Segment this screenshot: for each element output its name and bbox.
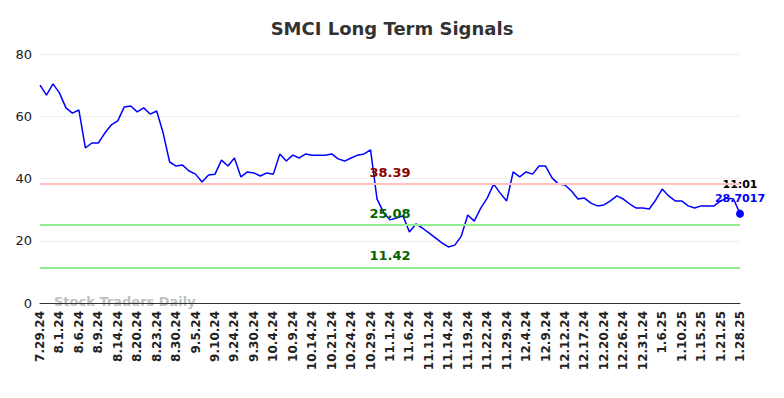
svg-text:10.4.24: 10.4.24 bbox=[266, 311, 280, 362]
svg-text:7.29.24: 7.29.24 bbox=[33, 311, 47, 362]
svg-text:12.26.24: 12.26.24 bbox=[616, 311, 630, 370]
svg-text:8.30.24: 8.30.24 bbox=[169, 311, 183, 362]
svg-text:9.30.24: 9.30.24 bbox=[247, 311, 261, 362]
svg-text:1.10.25: 1.10.25 bbox=[675, 311, 689, 362]
svg-text:8.6.24: 8.6.24 bbox=[72, 311, 86, 354]
svg-text:1.21.25: 1.21.25 bbox=[714, 311, 728, 362]
svg-text:8.23.24: 8.23.24 bbox=[150, 311, 164, 362]
svg-text:60: 60 bbox=[15, 109, 32, 124]
svg-text:11:01: 11:01 bbox=[722, 178, 758, 192]
svg-text:11.6.24: 11.6.24 bbox=[402, 311, 416, 362]
svg-text:8.14.24: 8.14.24 bbox=[111, 311, 125, 362]
svg-text:10.9.24: 10.9.24 bbox=[286, 311, 300, 362]
svg-text:8.20.24: 8.20.24 bbox=[130, 311, 144, 362]
svg-text:28.7017: 28.7017 bbox=[715, 192, 765, 205]
svg-text:10.21.24: 10.21.24 bbox=[325, 311, 339, 370]
svg-text:11.1.24: 11.1.24 bbox=[383, 311, 397, 362]
svg-text:25.08: 25.08 bbox=[369, 206, 410, 221]
svg-text:11.11.24: 11.11.24 bbox=[422, 311, 436, 370]
svg-text:11.14.24: 11.14.24 bbox=[441, 311, 455, 370]
svg-text:11.42: 11.42 bbox=[369, 248, 410, 263]
svg-text:12.9.24: 12.9.24 bbox=[539, 311, 553, 362]
svg-text:11.19.24: 11.19.24 bbox=[461, 311, 475, 370]
svg-text:80: 80 bbox=[15, 47, 32, 62]
svg-text:11.22.24: 11.22.24 bbox=[480, 311, 494, 370]
svg-text:10.29.24: 10.29.24 bbox=[364, 311, 378, 370]
svg-text:1.15.25: 1.15.25 bbox=[694, 311, 708, 362]
svg-text:12.31.24: 12.31.24 bbox=[636, 311, 650, 370]
svg-text:12.4.24: 12.4.24 bbox=[519, 311, 533, 362]
svg-text:38.39: 38.39 bbox=[369, 165, 410, 180]
svg-text:12.12.24: 12.12.24 bbox=[558, 311, 572, 370]
svg-text:40: 40 bbox=[15, 171, 32, 186]
svg-text:9.24.24: 9.24.24 bbox=[227, 311, 241, 362]
svg-text:1.28.25: 1.28.25 bbox=[733, 311, 747, 362]
svg-text:11.29.24: 11.29.24 bbox=[500, 311, 514, 370]
svg-text:1.6.25: 1.6.25 bbox=[655, 311, 669, 354]
svg-text:9.5.24: 9.5.24 bbox=[189, 311, 203, 354]
svg-text:SMCI Long Term Signals: SMCI Long Term Signals bbox=[271, 18, 514, 39]
svg-text:12.20.24: 12.20.24 bbox=[597, 311, 611, 370]
svg-text:Stock Traders Daily: Stock Traders Daily bbox=[54, 294, 196, 309]
svg-text:9.10.24: 9.10.24 bbox=[208, 311, 222, 362]
svg-text:10.24.24: 10.24.24 bbox=[344, 311, 358, 370]
svg-text:12.17.24: 12.17.24 bbox=[577, 311, 591, 370]
svg-text:10.14.24: 10.14.24 bbox=[305, 311, 319, 370]
svg-text:8.1.24: 8.1.24 bbox=[52, 311, 66, 354]
svg-text:8.9.24: 8.9.24 bbox=[91, 311, 105, 354]
svg-text:20: 20 bbox=[15, 233, 32, 248]
svg-text:0: 0 bbox=[24, 296, 32, 311]
